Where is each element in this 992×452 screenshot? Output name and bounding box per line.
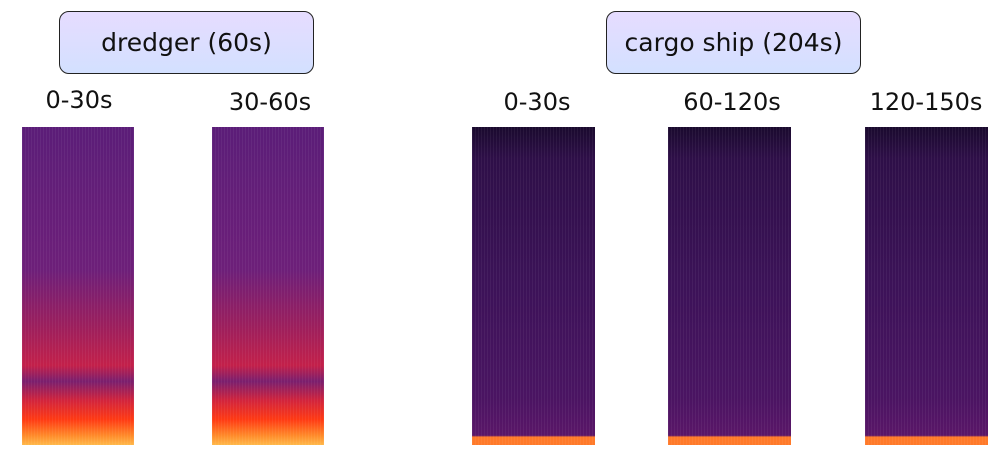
- spectrogram-dredger-0-30: [22, 127, 134, 445]
- spectrogram-dredger-30-60-image: [212, 127, 324, 445]
- dredger-group-title: dredger (60s): [59, 11, 314, 74]
- spectrogram-cargo-120-150-image: [865, 127, 988, 445]
- dredger-segment-label-1: 0-30s: [45, 86, 113, 114]
- spectrogram-dredger-0-30-image: [22, 127, 134, 445]
- spectrogram-cargo-0-30-image: [472, 127, 595, 445]
- cargo-segment-label-1: 0-30s: [503, 88, 571, 116]
- cargo-segment-label-3: 120-150s: [869, 88, 983, 116]
- spectrogram-cargo-0-30: [472, 127, 595, 445]
- cargo-ship-group-title-text: cargo ship (204s): [624, 28, 843, 57]
- spectrogram-cargo-120-150: [865, 127, 988, 445]
- cargo-ship-group-title: cargo ship (204s): [606, 11, 861, 74]
- spectrogram-cargo-60-120-image: [668, 127, 791, 445]
- spectrogram-cargo-60-120: [668, 127, 791, 445]
- dredger-group-title-text: dredger (60s): [101, 28, 272, 57]
- spectrogram-dredger-30-60: [212, 127, 324, 445]
- cargo-segment-label-2: 60-120s: [683, 88, 781, 116]
- dredger-segment-label-2: 30-60s: [228, 88, 312, 116]
